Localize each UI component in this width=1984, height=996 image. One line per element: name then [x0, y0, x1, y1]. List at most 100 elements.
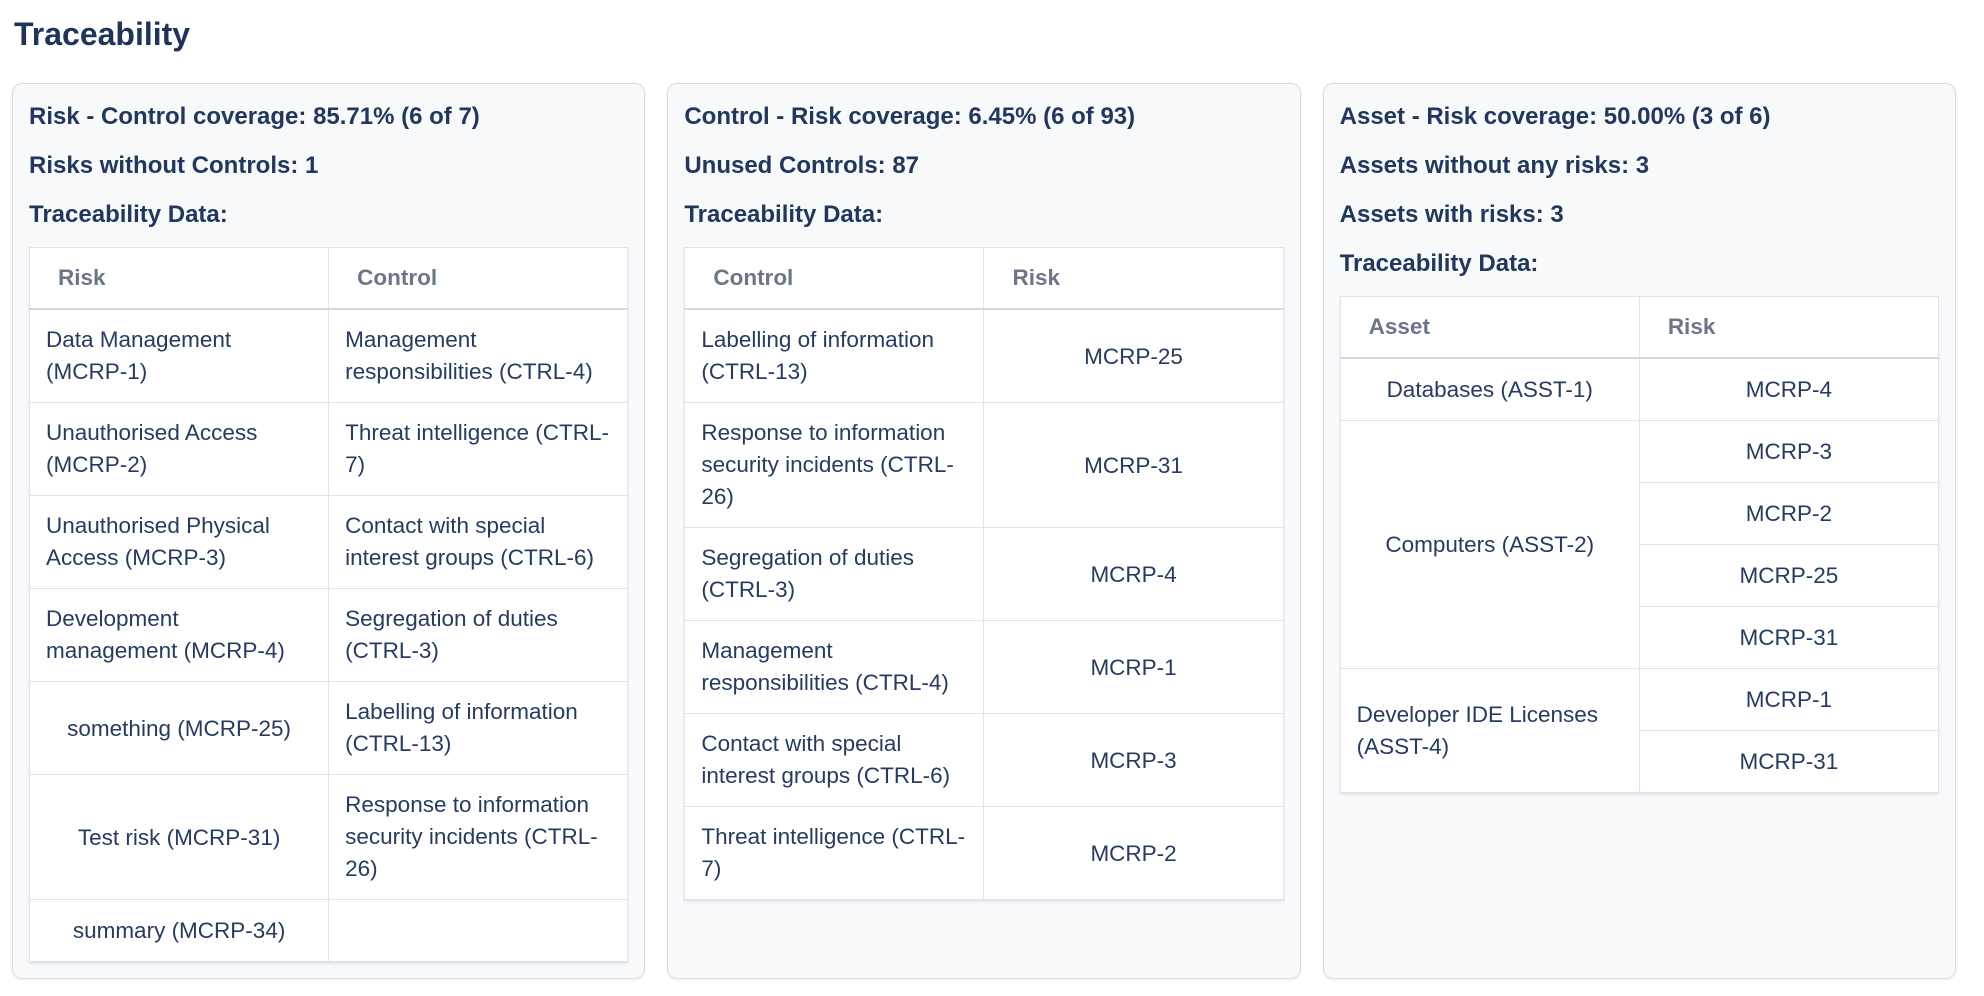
table-row: Labelling of information (CTRL-13) MCRP-2… [684, 308, 1284, 403]
cell-text: Developer IDE Licenses (ASST-4) [1356, 701, 1599, 759]
cell-text: Management responsibilities (CTRL-4) [701, 638, 949, 695]
table-row: Computers (ASST-2) MCRP-3 [1339, 420, 1939, 670]
table-wrap: Control Risk Labelling of information (CT… [684, 247, 1284, 900]
table-cell: Computers (ASST-2) [1339, 420, 1640, 670]
control-risk-traceability-table: Control Risk Labelling of information (CT… [684, 247, 1284, 900]
cell-text: Threat intelligence (CTRL-7) [345, 420, 610, 477]
table-cell: MCRP-4 [983, 527, 1284, 621]
table-row: MCRP-31 [1340, 730, 1939, 794]
table-row: MCRP-31 [1340, 606, 1939, 670]
cell-text: Response to information security inciden… [701, 420, 954, 509]
table-cell: Databases (ASST-1) [1339, 357, 1640, 422]
stat-line: Control - Risk coverage: 6.45% (6 of 93) [684, 103, 1136, 130]
cell-text: Response to information security inciden… [345, 792, 598, 881]
table-cell: Response to information security inciden… [328, 774, 629, 900]
table-header-row: Control Risk [684, 247, 1284, 310]
stat-line: Traceability Data: [29, 201, 228, 228]
cell-text: MCRP-1 [1745, 687, 1833, 713]
stat-line: Risk - Control coverage: 85.71% (6 of 7) [29, 103, 480, 130]
cell-text: MCRP-31 [1739, 749, 1839, 775]
table-wrap: Asset Risk Databases (ASST-1) MCRP-4 Comput… [1339, 296, 1939, 794]
page-title: Traceability [14, 16, 191, 52]
table-cell: Threat intelligence (CTRL-7) [684, 806, 985, 900]
cell-text: something (MCRP-25) [67, 715, 291, 741]
table-cell: MCRP-3 [1638, 420, 1939, 484]
table-row: Test risk (MCRP-31) Response to informati… [28, 774, 629, 900]
table-cell: MCRP-4 [1638, 357, 1939, 422]
table-row: Segregation of duties (CTRL-3) MCRP-4 [684, 527, 1284, 621]
cell-text: MCRP-31 [1739, 625, 1839, 651]
cell-text: Unauthorised Physical Access (MCRP-3) [46, 513, 270, 570]
table-row: Contact with special interest groups (CT… [684, 713, 1284, 807]
table-cell: Management responsibilities (CTRL-4) [684, 620, 985, 714]
cell-text: MCRP-2 [1090, 840, 1177, 866]
cell-text: Management responsibilities (CTRL-4) [345, 327, 593, 384]
stat-line: Asset - Risk coverage: 50.00% (3 of 6) [1339, 103, 1771, 130]
card-risk-control-coverage: Risk - Control coverage: 85.71% (6 of 7)… [12, 83, 646, 980]
table-row: something (MCRP-25) Labelling of informat… [28, 681, 629, 775]
table-cell: MCRP-31 [983, 402, 1284, 528]
stat-line: Assets without any risks: 3 [1339, 152, 1650, 179]
table-row: MCRP-2 [1340, 482, 1939, 546]
table-cell: Labelling of information (CTRL-13) [684, 308, 985, 403]
table-wrap: Risk Control Data Management (MCRP-1) Mana… [28, 247, 629, 963]
cell-text: Data Management (MCRP-1) [46, 327, 232, 384]
column-header: Risk [983, 247, 1284, 310]
column-header: Risk [1638, 296, 1939, 359]
card-asset-risk-coverage: Asset - Risk coverage: 50.00% (3 of 6) As… [1322, 83, 1956, 980]
cell-text: Test risk (MCRP-31) [77, 824, 281, 850]
column-header: Risk [28, 247, 330, 310]
asset-risk-traceability-table: Asset Risk Databases (ASST-1) MCRP-4 Comput… [1339, 296, 1939, 794]
table-row: Development management (MCRP-4) Segregati… [28, 588, 629, 682]
cell-text: Development management (MCRP-4) [46, 606, 285, 663]
table-row: Unauthorised Access (MCRP-2) Threat intel… [28, 402, 629, 496]
table-cell: MCRP-25 [983, 308, 1284, 403]
table-cell: Labelling of information (CTRL-13) [328, 681, 629, 775]
table-row: Threat intelligence (CTRL-7) MCRP-2 [684, 806, 1284, 900]
table-cell: MCRP-31 [1638, 730, 1939, 794]
cell-text: Databases (ASST-1) [1386, 377, 1593, 403]
cell-text: Unauthorised Access (MCRP-2) [46, 420, 258, 477]
cell-text: Threat intelligence (CTRL-7) [701, 824, 966, 881]
cell-text: Contact with special interest groups (CT… [345, 513, 594, 570]
card-stats: Risk - Control coverage: 85.71% (6 of 7)… [29, 100, 628, 231]
table-cell: Management responsibilities (CTRL-4) [328, 308, 629, 403]
cell-text: MCRP-3 [1090, 747, 1177, 773]
cell-text: MCRP-3 [1745, 439, 1833, 465]
stat-line: Assets with risks: 3 [1339, 201, 1564, 228]
stat-line: Risks without Controls: 1 [29, 152, 319, 179]
column-header: Control [328, 247, 629, 310]
table-cell: Development management (MCRP-4) [28, 588, 330, 682]
table-cell: MCRP-1 [983, 620, 1284, 714]
table-row: MCRP-25 [1340, 544, 1939, 608]
table-row: Unauthorised Physical Access (MCRP-3) Con… [28, 495, 629, 589]
cell-text: Segregation of duties (CTRL-3) [345, 606, 558, 663]
risk-control-traceability-table: Risk Control Data Management (MCRP-1) Mana… [28, 247, 629, 963]
column-header: Asset [1339, 296, 1640, 359]
table-cell: Contact with special interest groups (CT… [684, 713, 985, 807]
table-cell: Threat intelligence (CTRL-7) [328, 402, 629, 496]
table-cell: Contact with special interest groups (CT… [328, 495, 629, 589]
cell-text: MCRP-2 [1745, 501, 1833, 527]
table-cell: Segregation of duties (CTRL-3) [328, 588, 629, 682]
table-cell: MCRP-25 [1638, 544, 1939, 608]
table-cell: Segregation of duties (CTRL-3) [684, 527, 985, 621]
table-cell: something (MCRP-25) [28, 681, 330, 775]
cell-text: MCRP-25 [1084, 343, 1183, 369]
table-header-row: Asset Risk [1339, 296, 1939, 359]
stat-line: Unused Controls: 87 [684, 152, 920, 179]
cell-text: Labelling of information (CTRL-13) [701, 327, 934, 384]
card-stats: Control - Risk coverage: 6.45% (6 of 93)… [684, 100, 1283, 231]
table-row: Response to information security inciden… [684, 402, 1284, 528]
table-cell: MCRP-2 [1638, 482, 1939, 546]
table-cell: Developer IDE Licenses (ASST-4) [1339, 668, 1640, 794]
table-cell [328, 898, 629, 963]
cell-text: MCRP-31 [1084, 452, 1183, 478]
stat-line: Traceability Data: [684, 201, 884, 228]
table-cell: MCRP-31 [1638, 606, 1939, 670]
table-row: summary (MCRP-34) [28, 898, 629, 963]
card-stats: Asset - Risk coverage: 50.00% (3 of 6) As… [1340, 100, 1939, 280]
table-header-row: Risk Control [28, 247, 629, 310]
cell-text: summary (MCRP-34) [72, 918, 286, 944]
stat-line: Traceability Data: [1339, 250, 1539, 277]
